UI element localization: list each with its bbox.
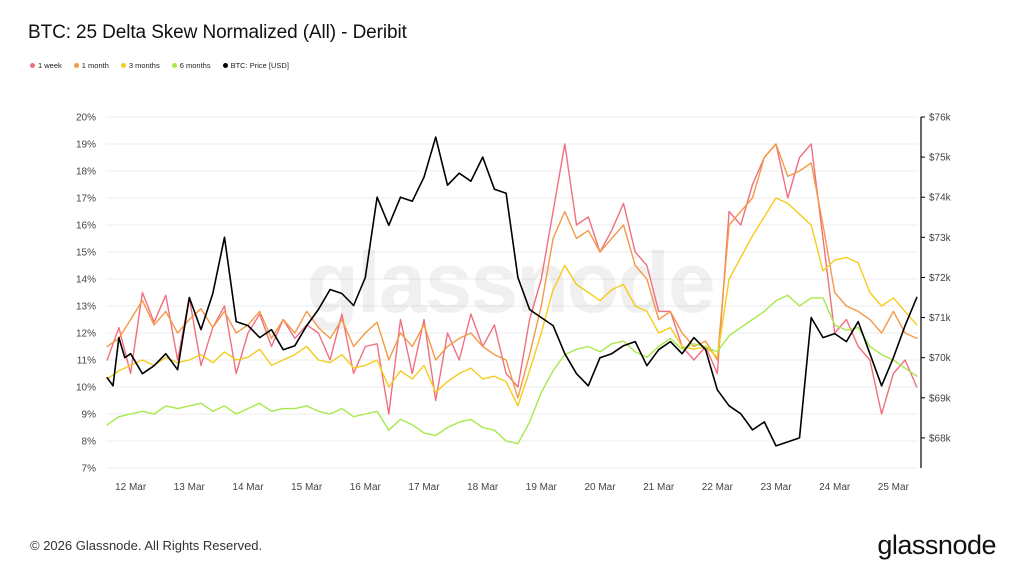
left-tick-label: 18%	[76, 167, 96, 178]
legend-item-btc-price[interactable]: BTC: Price [USD]	[222, 61, 289, 70]
x-tick-label: 22 Mar	[702, 482, 734, 493]
x-tick-label: 17 Mar	[408, 482, 440, 493]
x-tick-label: 21 Mar	[643, 482, 675, 493]
series-lines	[106, 136, 918, 447]
legend-label-btc-price: BTC: Price [USD]	[230, 61, 289, 70]
left-tick-label: 15%	[76, 248, 96, 259]
x-tick-label: 15 Mar	[291, 482, 323, 493]
legend-label-1-week: 1 week	[38, 61, 62, 70]
legend-item-3-months[interactable]: 3 months	[120, 61, 160, 70]
x-tick-label: 14 Mar	[232, 482, 264, 493]
x-tick-label: 12 Mar	[115, 482, 147, 493]
x-tick-label: 25 Mar	[878, 482, 910, 493]
legend-item-1-month[interactable]: 1 month	[73, 61, 109, 70]
left-tick-label: 17%	[76, 194, 96, 205]
copyright-text: © 2026 Glassnode. All Rights Reserved.	[30, 538, 263, 553]
right-tick-label: $70k	[929, 353, 952, 364]
x-tick-label: 13 Mar	[174, 482, 206, 493]
legend-label-3-months: 3 months	[128, 61, 160, 70]
left-tick-label: 7%	[82, 464, 97, 475]
grid-lines	[106, 116, 918, 469]
right-tick-label: $76k	[929, 113, 952, 124]
right-tick-label: $74k	[929, 193, 952, 204]
x-tick-label: 19 Mar	[526, 482, 558, 493]
right-tick-label: $69k	[929, 393, 952, 404]
left-tick-label: 13%	[76, 302, 96, 313]
x-tick-label: 24 Mar	[819, 482, 851, 493]
right-tick-label: $71k	[929, 313, 952, 324]
left-tick-label: 11%	[77, 356, 96, 367]
left-axis: 20% 19% 18% 17% 16% 15% 14% 13% 12% 11% 10% 9% 8% 7%	[76, 113, 96, 475]
watermark: glassnode	[306, 235, 713, 331]
right-axis: $76k $75k $74k $73k $72k $71k $70k $69k $68k	[920, 113, 952, 468]
legend-swatch-3-months	[120, 63, 126, 68]
left-tick-label: 20%	[76, 113, 96, 124]
legend-swatch-6-months	[171, 63, 177, 68]
legend: 1 week 1 month 3 months 6 months BTC: Pr…	[30, 61, 289, 70]
legend-item-6-months[interactable]: 6 months	[171, 61, 211, 70]
right-tick-label: $75k	[929, 153, 952, 164]
glassnode-logo[interactable]: glassnode	[877, 530, 996, 560]
series-line-btc-price-usd	[106, 136, 918, 447]
legend-label-1-month: 1 month	[81, 61, 109, 70]
legend-item-1-week[interactable]: 1 week	[30, 61, 62, 70]
left-tick-label: 19%	[76, 140, 96, 151]
legend-swatch-1-week	[30, 63, 35, 68]
legend-label-6-months: 6 months	[179, 61, 211, 70]
x-tick-label: 20 Mar	[584, 482, 616, 493]
legend-swatch-btc-price	[222, 63, 228, 68]
right-tick-label: $73k	[929, 233, 952, 244]
left-tick-label: 10%	[76, 383, 96, 394]
x-tick-label: 18 Mar	[467, 482, 499, 493]
x-tick-label: 16 Mar	[350, 482, 382, 493]
x-tick-label: 23 Mar	[760, 482, 792, 493]
left-tick-label: 8%	[82, 437, 97, 448]
series-line-1-month	[106, 143, 918, 399]
right-tick-label: $72k	[929, 273, 952, 284]
left-tick-label: 16%	[76, 221, 96, 232]
left-tick-label: 9%	[82, 410, 97, 421]
series-line-6-months	[106, 294, 918, 445]
right-tick-label: $68k	[929, 433, 952, 444]
x-axis: 12 Mar 13 Mar 14 Mar 15 Mar 16 Mar 17 Mar 18 M…	[115, 482, 910, 493]
legend-swatch-1-month	[73, 63, 79, 68]
series-line-3-months	[106, 197, 918, 407]
left-tick-label: 14%	[76, 275, 96, 286]
left-tick-label: 12%	[76, 329, 96, 340]
chart-title: BTC: 25 Delta Skew Normalized (All) - De…	[28, 22, 407, 43]
